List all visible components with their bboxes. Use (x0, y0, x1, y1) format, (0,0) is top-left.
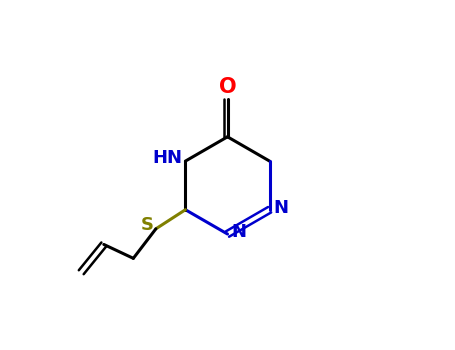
Text: HN: HN (152, 149, 182, 167)
Text: N: N (232, 223, 247, 241)
Text: S: S (141, 216, 154, 235)
Text: O: O (219, 77, 236, 97)
Text: N: N (274, 199, 289, 217)
